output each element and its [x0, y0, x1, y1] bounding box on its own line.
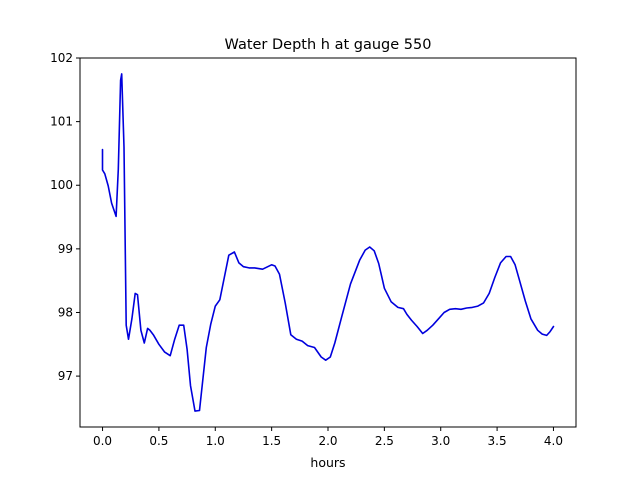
x-tick-label: 2.5: [375, 434, 394, 448]
y-tick-label: 100: [50, 178, 73, 192]
chart-title: Water Depth h at gauge 550: [225, 37, 432, 53]
x-tick-label: 0.0: [93, 434, 112, 448]
y-tick-label: 101: [50, 115, 73, 129]
x-tick-label: 2.0: [318, 434, 337, 448]
series-line: [101, 73, 555, 412]
y-axis: 97 98 99 100 101 102: [50, 51, 80, 383]
y-tick-label: 97: [58, 369, 73, 383]
axes-frame: [79, 57, 577, 428]
x-axis-label: hours: [310, 455, 345, 470]
y-tick-label: 102: [50, 51, 73, 65]
x-tick-label: 1.0: [206, 434, 225, 448]
x-tick-label: 3.5: [488, 434, 507, 448]
y-tick-label: 98: [58, 305, 73, 319]
x-tick-label: 1.5: [262, 434, 281, 448]
x-tick-label: 3.0: [431, 434, 450, 448]
x-axis: 0.0 0.5 1.0 1.5 2.0 2.5 3.0 3.5 4.0: [93, 427, 563, 448]
y-tick-label: 99: [58, 242, 73, 256]
plot-area: [101, 73, 555, 412]
x-tick-label: 0.5: [149, 434, 168, 448]
x-tick-label: 4.0: [544, 434, 563, 448]
